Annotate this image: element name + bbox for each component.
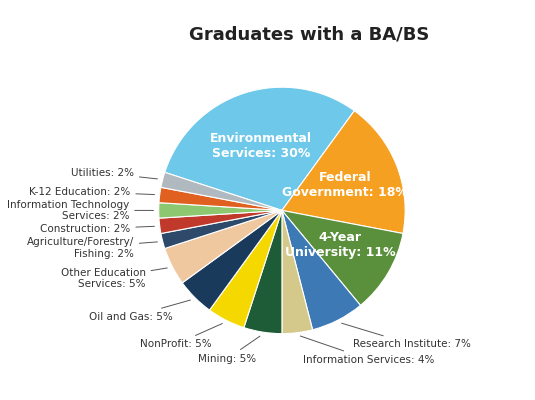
Text: NonProfit: 5%: NonProfit: 5% (140, 324, 223, 349)
Wedge shape (165, 87, 354, 210)
Wedge shape (210, 210, 282, 328)
Wedge shape (244, 210, 282, 334)
Wedge shape (182, 210, 282, 310)
Wedge shape (282, 210, 312, 334)
Text: Other Education
Services: 5%: Other Education Services: 5% (60, 268, 167, 290)
Text: 4-Year
University: 11%: 4-Year University: 11% (285, 231, 395, 259)
Text: Research Institute: 7%: Research Institute: 7% (342, 323, 470, 349)
Text: Oil and Gas: 5%: Oil and Gas: 5% (89, 300, 190, 322)
Wedge shape (282, 210, 403, 305)
Text: Utilities: 2%: Utilities: 2% (71, 168, 157, 179)
Wedge shape (282, 210, 361, 330)
Wedge shape (159, 210, 282, 234)
Wedge shape (159, 203, 282, 218)
Text: Agriculture/Forestry/
Fishing: 2%: Agriculture/Forestry/ Fishing: 2% (27, 237, 157, 259)
Wedge shape (282, 111, 405, 234)
Text: Information Technology
Services: 2%: Information Technology Services: 2% (7, 200, 154, 221)
Wedge shape (161, 210, 282, 248)
Text: Federal
Government: 18%: Federal Government: 18% (282, 172, 408, 200)
Wedge shape (165, 210, 282, 283)
Text: Construction: 2%: Construction: 2% (40, 224, 155, 234)
Text: K-12 Education: 2%: K-12 Education: 2% (29, 186, 155, 196)
Wedge shape (159, 187, 282, 210)
Text: Environmental
Services: 30%: Environmental Services: 30% (210, 132, 312, 160)
Text: Mining: 5%: Mining: 5% (198, 336, 260, 364)
Title: Graduates with a BA/BS: Graduates with a BA/BS (189, 25, 429, 43)
Wedge shape (161, 172, 282, 210)
Text: Information Services: 4%: Information Services: 4% (300, 336, 434, 364)
